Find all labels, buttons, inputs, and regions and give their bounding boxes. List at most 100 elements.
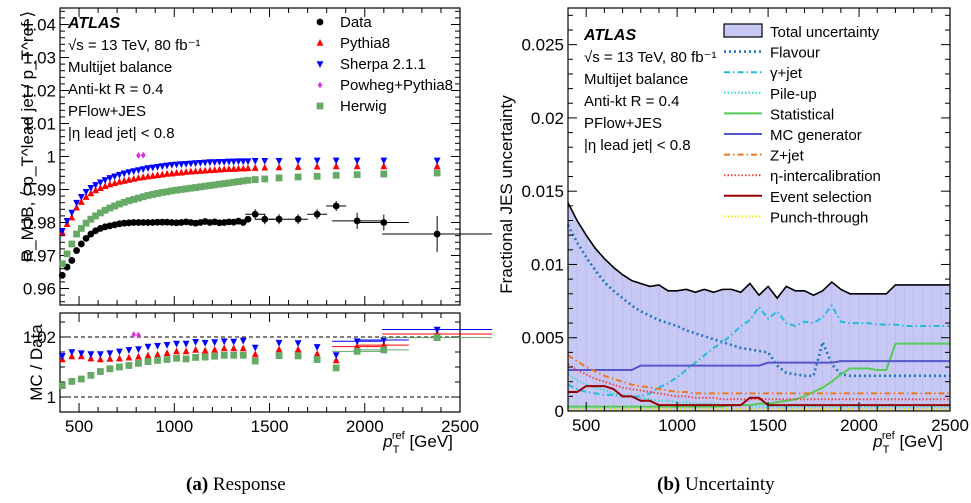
data-point-data (380, 219, 388, 226)
data-point-sherpa-2-1-1 (182, 160, 190, 168)
ratio-point-herwig (211, 352, 219, 360)
data-point-data (82, 234, 90, 242)
data-point-sherpa-2-1-1 (201, 159, 209, 167)
legend-marker-herwig (316, 102, 324, 110)
data-point-herwig (261, 175, 269, 183)
response-annotation: Multijet balance (68, 59, 172, 76)
unc-axes-xtick-label: 500 (572, 416, 600, 435)
data-point-pythia8 (158, 170, 166, 178)
series-powheg-pythia8 (136, 151, 146, 159)
ratio-point-herwig (154, 357, 161, 364)
ratio-point-sherpa-2-1-1 (294, 340, 302, 347)
data-point-herwig (244, 176, 252, 184)
top-axes-ytick-label: 1.03 (23, 49, 56, 68)
caption-b-letter: (b) (657, 474, 681, 495)
ratio-point-herwig (68, 378, 76, 385)
data-point-pythia8 (168, 169, 176, 177)
line-statistical (568, 342, 950, 408)
series-data (58, 201, 493, 279)
data-point-pythia8 (154, 171, 161, 179)
data-point-data (275, 215, 283, 223)
top-axes-ytick-label: 0.98 (23, 214, 56, 233)
data-point-pythia8 (82, 193, 90, 200)
ratio-point-pythia8 (294, 345, 302, 353)
legend-label-jet: γ+jet (770, 65, 803, 82)
ratio-point-herwig (313, 356, 321, 363)
data-point-pythia8 (244, 164, 252, 172)
data-point-pythia8 (135, 173, 142, 181)
data-point-pythia8 (92, 186, 100, 194)
top-axes-ytick-label: 1.02 (23, 82, 56, 101)
data-point-herwig (201, 182, 209, 190)
data-point-sherpa-2-1-1 (239, 158, 247, 166)
ratio-point-sherpa-2-1-1 (163, 342, 171, 349)
data-point-pythia8 (353, 162, 361, 170)
response-annotation: PFlow+JES (68, 103, 146, 120)
data-point-data (144, 219, 152, 226)
caption-b-text: Uncertainty (684, 474, 775, 495)
ratio-point-herwig (125, 362, 133, 369)
data-point-data (77, 240, 85, 248)
data-point-herwig (158, 189, 166, 196)
ratio-point-pythia8 (230, 344, 238, 352)
ratio-series-powheg-pythia8 (131, 331, 141, 339)
data-point-herwig (58, 260, 66, 268)
legend-swatch-total-uncertainty (723, 23, 763, 38)
data-point-data (261, 215, 269, 223)
line-event-selection (568, 385, 950, 407)
top-axes-ytick-label: 1.01 (23, 115, 56, 134)
ratio-point-sherpa-2-1-1 (87, 351, 95, 359)
data-point-herwig (154, 190, 161, 197)
top-axes-ytick-label: 0.97 (23, 247, 56, 266)
data-point-sherpa-2-1-1 (380, 157, 388, 165)
ratio-point-pythia8 (275, 345, 283, 353)
ratio-axes-xtick-label: 1000 (155, 417, 193, 436)
y-axis-label-ratio: MC / Data (27, 324, 46, 401)
ratio-point-sherpa-2-1-1 (125, 347, 133, 354)
legend-label-statistical: Statistical (770, 106, 834, 123)
uncertainty-annotation: PFlow+JES (584, 115, 662, 132)
ratio-point-pythia8 (135, 352, 142, 360)
data-point-sherpa-2-1-1 (87, 185, 95, 192)
ratio-axes-ytick-label: 1 (47, 388, 56, 407)
data-point-herwig (294, 173, 302, 181)
legend-label-event-selection: Event selection (770, 189, 872, 206)
data-point-data (68, 257, 76, 264)
ratio-point-herwig (433, 334, 441, 341)
unc-axes-ytick-label: 0.025 (521, 36, 564, 55)
data-point-herwig (111, 202, 119, 210)
ratio-point-pythia8 (201, 346, 209, 354)
ratio-point-sherpa-2-1-1 (251, 344, 259, 352)
data-point-herwig (177, 186, 185, 193)
data-point-herwig (230, 178, 238, 186)
top-axes-ytick-label: 1.04 (23, 16, 56, 35)
data-point-sherpa-2-1-1 (433, 157, 441, 165)
data-point-herwig (144, 192, 152, 199)
data-point-pythia8 (313, 162, 321, 170)
data-point-data (433, 230, 441, 238)
ratio-point-herwig (144, 358, 152, 365)
ratio-point-herwig (251, 357, 259, 365)
ratio-point-pythia8 (154, 350, 161, 358)
series-herwig (58, 169, 441, 268)
ratio-axes-xtick-label: 500 (65, 417, 93, 436)
data-point-herwig (135, 194, 142, 202)
data-point-sherpa-2-1-1 (77, 193, 85, 201)
unc-axes-ytick-label: 0.015 (521, 182, 564, 201)
data-point-data (313, 210, 321, 218)
caption-a: (a) Response (186, 474, 286, 496)
legend-label-pile-up: Pile-up (770, 86, 817, 103)
top-axes-ytick-label: 0.96 (23, 280, 56, 299)
legend-label-pythia8: Pythia8 (340, 35, 390, 52)
data-point-pythia8 (206, 166, 214, 174)
ratio-point-sherpa-2-1-1 (68, 349, 76, 356)
legend-label-sherpa-2-1-1: Sherpa 2.1.1 (340, 56, 426, 73)
ratio-point-pythia8 (116, 354, 123, 362)
ratio-point-sherpa-2-1-1 (116, 348, 123, 356)
x-axis-label-uncertainty: pTref [GeV] (872, 430, 943, 456)
data-point-herwig (163, 188, 171, 196)
legend-label-z-jet: Z+jet (770, 148, 805, 165)
data-point-herwig (216, 180, 223, 188)
data-point-herwig (116, 200, 123, 208)
data-point-data (251, 210, 259, 218)
